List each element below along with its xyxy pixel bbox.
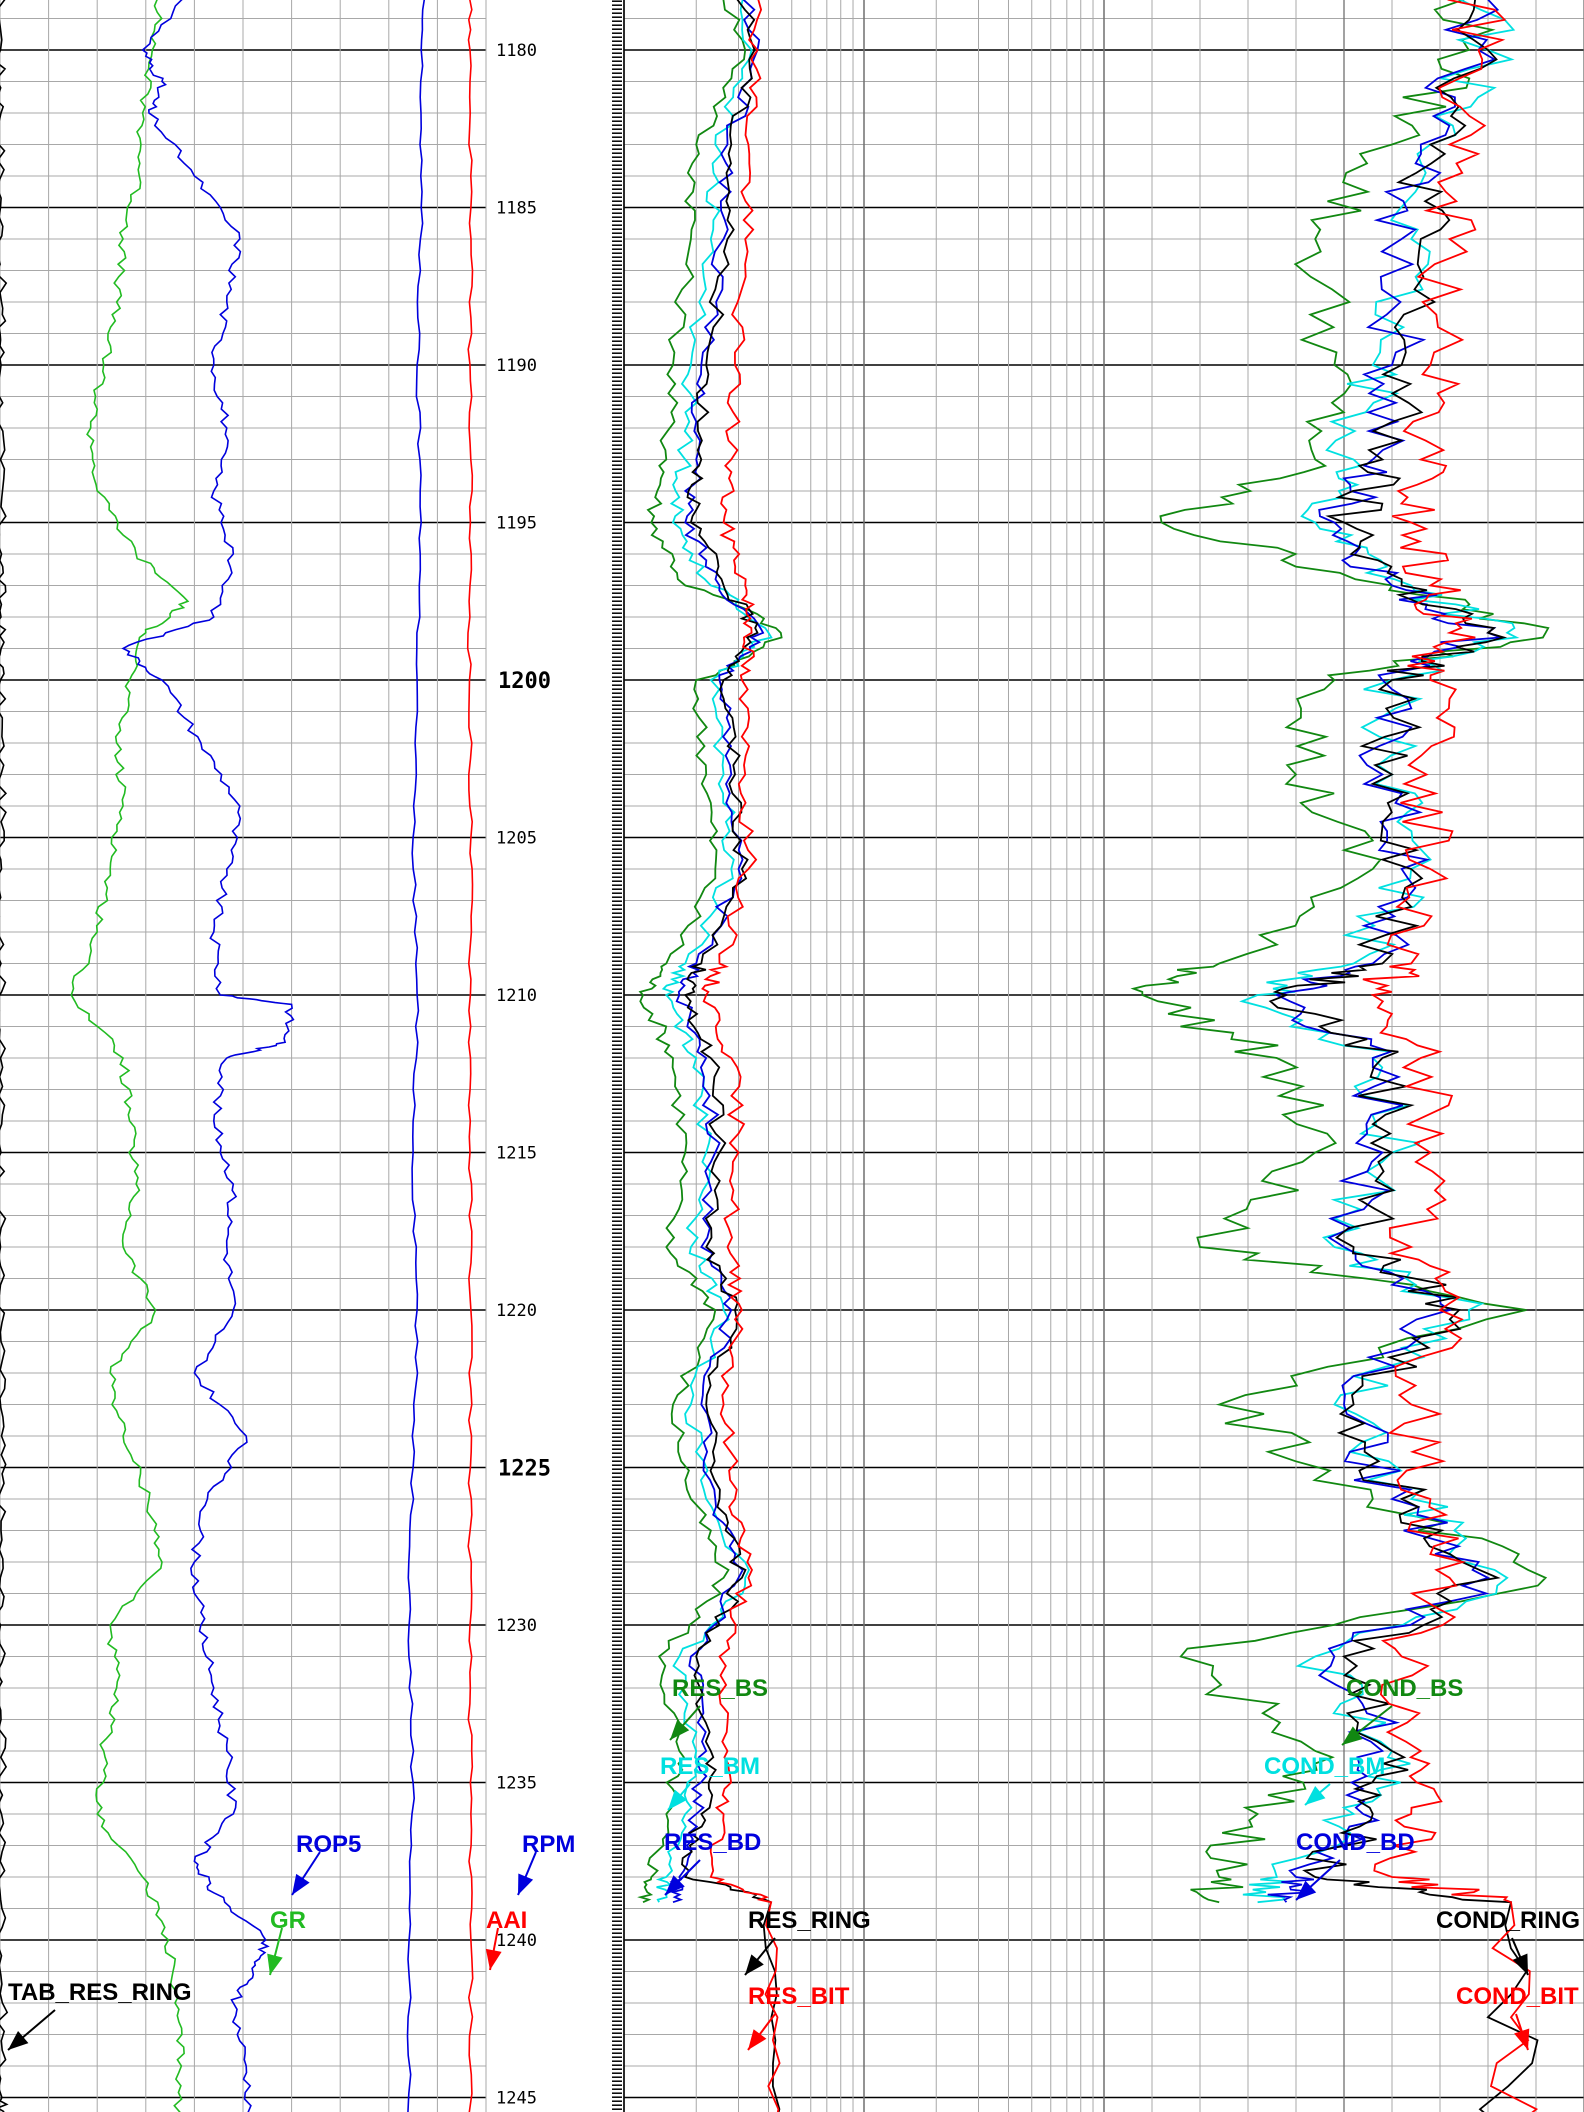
curve-label-res-bm: RES_BM bbox=[660, 1753, 760, 1780]
curve-rpm bbox=[406, 0, 426, 2112]
curve-rop5 bbox=[121, 0, 295, 2112]
curve-res-bit bbox=[701, 0, 781, 2112]
curve-label-gr: GR bbox=[270, 1907, 306, 1934]
curve-label-res-bs: RES_BS bbox=[672, 1675, 768, 1702]
arrowhead-cond-ring bbox=[1512, 1953, 1528, 1975]
arrowhead-cond-bit bbox=[1514, 2028, 1530, 2050]
depth-tick-label: 1245 bbox=[496, 2089, 537, 2109]
arrowhead-aai bbox=[485, 1948, 502, 1970]
curve-label-aai: AAI bbox=[486, 1907, 527, 1934]
arrowhead-res-ring bbox=[745, 1954, 764, 1975]
arrowhead-rop5 bbox=[292, 1873, 310, 1895]
curve-res-bs bbox=[637, 0, 783, 1904]
curve-cond-bs bbox=[1130, 0, 1550, 1904]
curve-label-cond-bit: COND_BIT bbox=[1456, 1983, 1579, 2010]
arrowhead-cond-bd bbox=[1296, 1880, 1317, 1900]
depth-tick-label: 1235 bbox=[496, 1774, 537, 1794]
curve-label-tab-res-ring: TAB_RES_RING bbox=[8, 1979, 192, 2006]
depth-tick-label: 1205 bbox=[496, 829, 537, 849]
depth-axis: 1180 1185 1190 1195 1200 1205 1210 1215 1220 1225… bbox=[496, 41, 551, 2109]
arrowhead-res-bm bbox=[668, 1789, 688, 1810]
curve-label-res-bit: RES_BIT bbox=[748, 1983, 850, 2010]
curve-label-cond-bs: COND_BS bbox=[1346, 1675, 1463, 1702]
curve-label-cond-bm: COND_BM bbox=[1264, 1753, 1385, 1780]
curve-cond-bd bbox=[1267, 0, 1501, 1903]
curve-gr bbox=[70, 0, 190, 2112]
curves bbox=[0, 0, 1550, 2112]
arrowhead-cond-bs bbox=[1342, 1726, 1363, 1745]
depth-tick-label: 1185 bbox=[496, 199, 537, 219]
curve-tab-res-ring bbox=[0, 0, 9, 2112]
curve-label-cond-ring: COND_RING bbox=[1436, 1907, 1580, 1934]
curve-cond-bit bbox=[1362, 0, 1539, 2112]
arrowhead-rpm bbox=[518, 1873, 534, 1895]
depth-tick-label: 1180 bbox=[496, 41, 537, 61]
depth-tick-label: 1190 bbox=[496, 356, 537, 376]
curve-label-cond-bd: COND_BD bbox=[1296, 1829, 1415, 1856]
arrowhead-res-bs bbox=[670, 1719, 690, 1740]
depth-tick-label: 1220 bbox=[496, 1301, 537, 1321]
curve-label-res-bd: RES_BD bbox=[664, 1829, 761, 1856]
depth-tick-label: 1200 bbox=[498, 669, 551, 694]
depth-tick-label: 1230 bbox=[496, 1616, 537, 1636]
depth-tick-label: 1225 bbox=[498, 1457, 551, 1482]
curve-aai bbox=[466, 0, 474, 2112]
arrowhead-res-bit bbox=[748, 2029, 767, 2050]
curve-label-rop5: ROP5 bbox=[296, 1831, 361, 1858]
depth-tick-label: 1210 bbox=[496, 986, 537, 1006]
curve-res-ring bbox=[681, 0, 781, 2112]
depth-tick-label: 1195 bbox=[496, 514, 537, 534]
curve-label-rpm: RPM bbox=[522, 1831, 575, 1858]
curve-label-res-ring: RES_RING bbox=[748, 1907, 871, 1934]
arrowhead-tab-res-ring bbox=[8, 2030, 29, 2050]
curve-cond-ring bbox=[1268, 0, 1539, 2112]
curve-res-bm bbox=[655, 0, 773, 1903]
depth-tick-label: 1240 bbox=[496, 1931, 537, 1951]
depth-tick-label: 1215 bbox=[496, 1144, 537, 1164]
arrowhead-res-bd bbox=[665, 1875, 685, 1895]
arrowhead-gr bbox=[267, 1953, 283, 1975]
curve-labels: TAB_RES_RING GR ROP5 RPM AAI RES_BS RES_BM RES_… bbox=[7, 1675, 1580, 2051]
arrowhead-cond-bm bbox=[1305, 1786, 1326, 1805]
